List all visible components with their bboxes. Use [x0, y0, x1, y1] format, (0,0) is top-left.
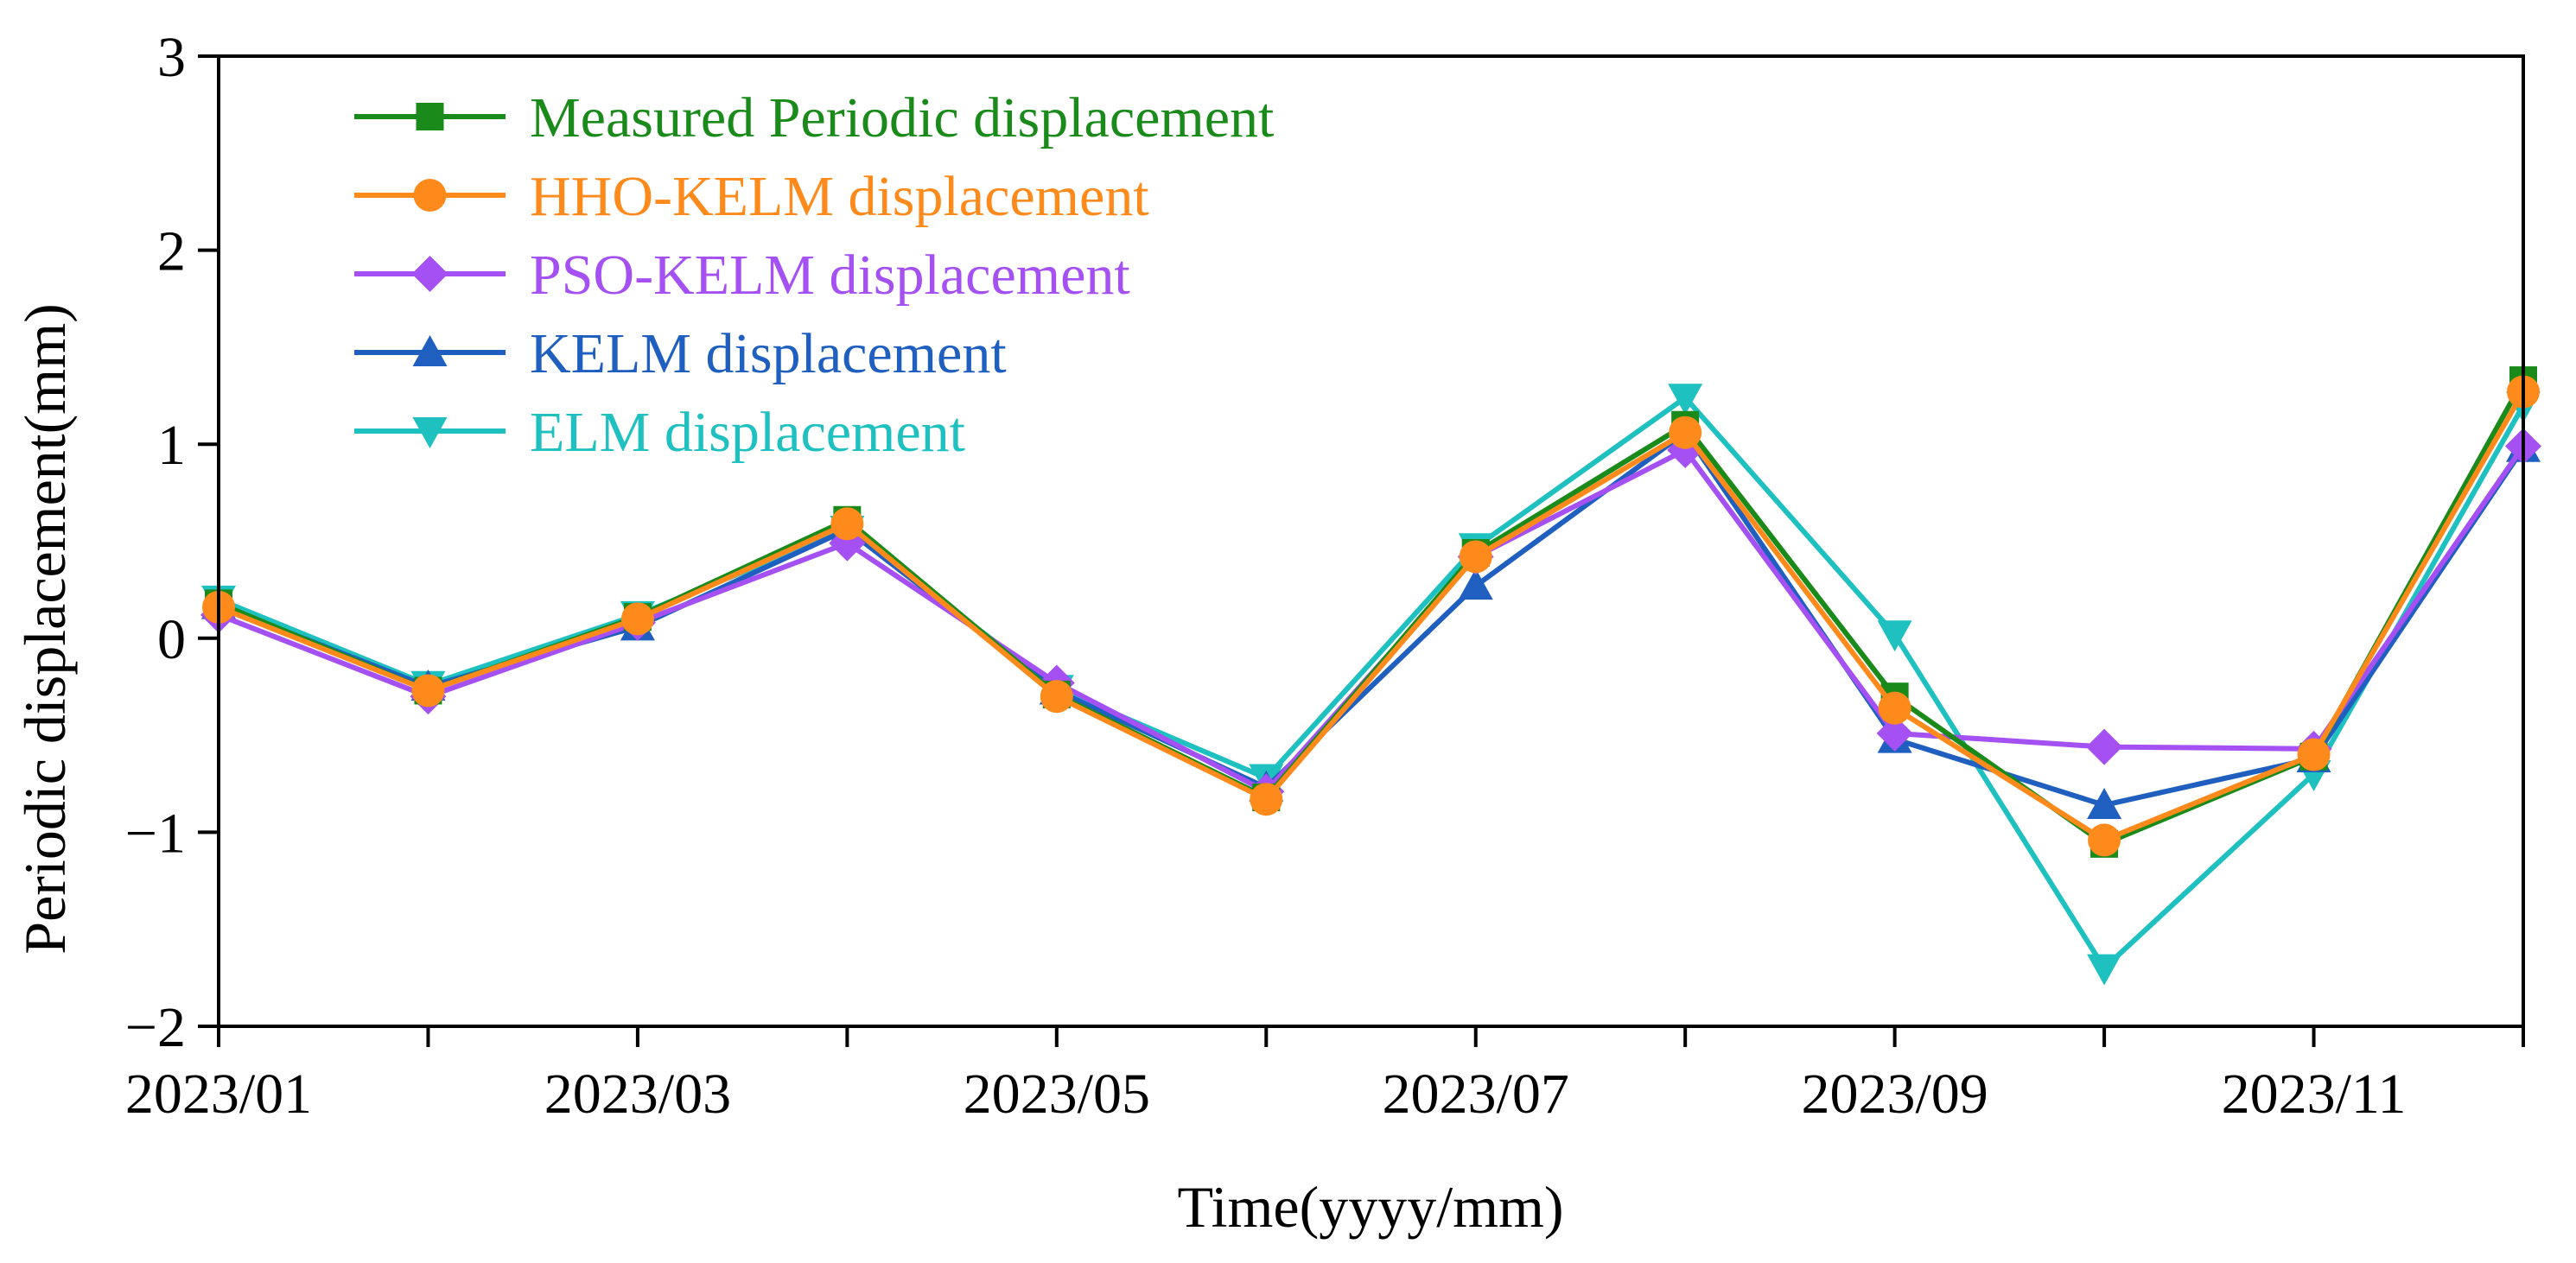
- y-axis-label: Periodic displacement(mm): [12, 303, 78, 954]
- series-line: [217, 395, 2526, 971]
- data-point: [830, 507, 864, 541]
- data-point: [1250, 783, 1283, 816]
- y-tick-label: 2: [157, 220, 186, 283]
- data-point: [620, 602, 654, 636]
- legend: Measured Periodic displacement HHO-KELM d…: [354, 86, 1274, 464]
- data-point: [2087, 954, 2122, 986]
- plot-lines: [200, 366, 2541, 986]
- series-2: [200, 428, 2541, 810]
- data-point: [411, 674, 445, 708]
- legend-entry: Measured Periodic displacement: [354, 86, 1274, 149]
- legend-label: PSO-KELM displacement: [530, 244, 1130, 307]
- plot-frame: [217, 54, 2525, 1028]
- x-tick-label: 2023/03: [544, 1063, 731, 1126]
- x-axis-label: Time(yyyy/mm): [1177, 1174, 1563, 1240]
- y-tick-label: −1: [125, 802, 186, 865]
- data-point: [1040, 680, 1073, 714]
- x-tick-label: 2023/01: [125, 1063, 312, 1126]
- series-3: [201, 415, 2541, 819]
- legend-marker: [411, 256, 448, 292]
- data-point: [1669, 416, 1702, 449]
- legend-label: KELM displacement: [530, 322, 1007, 385]
- legend-marker: [413, 179, 447, 212]
- legend-marker: [412, 417, 448, 448]
- legend-entry: PSO-KELM displacement: [354, 244, 1130, 307]
- y-axis: −2 −1 0 1 2 3: [125, 26, 219, 1059]
- data-point: [1877, 620, 1912, 652]
- y-tick-label: 3: [157, 26, 186, 89]
- x-tick-label: 2023/09: [1801, 1063, 1988, 1126]
- x-tick-label: 2023/07: [1383, 1063, 1569, 1126]
- data-point: [1668, 384, 1703, 416]
- legend-label: ELM displacement: [530, 401, 965, 464]
- legend-label: Measured Periodic displacement: [530, 86, 1274, 149]
- legend-entry: ELM displacement: [354, 401, 965, 464]
- series-1: [202, 375, 2540, 857]
- series-line: [217, 444, 2526, 795]
- y-tick-label: 0: [157, 608, 186, 671]
- data-point: [1458, 568, 1493, 600]
- y-tick-label: −2: [125, 996, 186, 1059]
- series-line: [217, 390, 2526, 843]
- x-tick-label: 2023/05: [964, 1063, 1150, 1126]
- data-point: [1878, 691, 1911, 725]
- legend-entry: HHO-KELM displacement: [354, 165, 1149, 228]
- x-axis: 2023/01 2023/03 2023/05 2023/07 2023/09 2023/…: [125, 1026, 2525, 1126]
- data-point: [1876, 714, 1913, 752]
- data-point: [2087, 787, 2122, 819]
- legend-label: HHO-KELM displacement: [530, 165, 1149, 228]
- legend-marker: [416, 103, 444, 130]
- x-tick-label: 2023/11: [2222, 1063, 2407, 1126]
- y-tick-label: 1: [157, 414, 186, 477]
- data-point: [2297, 738, 2331, 771]
- data-point: [2088, 823, 2121, 857]
- data-point: [2086, 728, 2123, 765]
- data-point: [1459, 540, 1492, 574]
- legend-marker: [412, 335, 448, 366]
- legend-entry: KELM displacement: [354, 322, 1007, 385]
